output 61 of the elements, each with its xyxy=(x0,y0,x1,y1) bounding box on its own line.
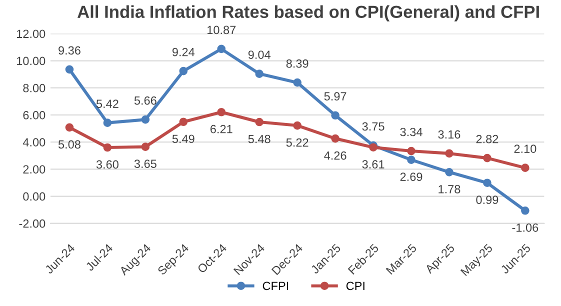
data-label: 2.82 xyxy=(476,134,498,144)
point xyxy=(217,44,226,54)
point xyxy=(141,115,150,124)
point xyxy=(217,108,226,116)
point xyxy=(445,149,454,158)
data-label: 8.39 xyxy=(286,59,308,68)
point xyxy=(331,134,340,143)
data-label: 2.69 xyxy=(400,172,422,181)
point xyxy=(521,164,530,172)
chart-title: All India Inflation Rates based on CPI(General) and CFPI xyxy=(77,5,539,22)
data-label: 4.26 xyxy=(324,151,346,160)
point xyxy=(103,118,112,127)
y-tick-label: 0.00 xyxy=(23,192,46,201)
legend-label: CFPI xyxy=(262,282,288,290)
data-label: 9.24 xyxy=(172,48,195,56)
y-tick-label: 6.00 xyxy=(23,111,46,120)
data-label: 5.08 xyxy=(58,140,80,149)
point xyxy=(331,111,340,120)
data-label: 9.36 xyxy=(58,46,80,55)
y-tick-label: 8.00 xyxy=(23,84,46,92)
point xyxy=(483,154,492,162)
data-label: 2.10 xyxy=(514,144,536,153)
point xyxy=(445,168,454,176)
data-label: 5.49 xyxy=(172,134,194,144)
point xyxy=(103,143,112,152)
y-tick-label: 12.00 xyxy=(16,30,46,38)
point xyxy=(65,65,74,74)
data-label: 9.04 xyxy=(248,50,270,59)
data-label: -1.06 xyxy=(512,223,538,232)
data-label: 5.48 xyxy=(248,134,270,144)
data-label: 10.87 xyxy=(208,26,236,34)
y-tick-label: 2.00 xyxy=(23,165,46,174)
point xyxy=(293,121,302,130)
data-label: 5.42 xyxy=(96,100,118,108)
y-tick-label: -2.00 xyxy=(19,219,46,228)
legend-label: CPI xyxy=(346,282,364,290)
y-tick-label: 10.00 xyxy=(16,56,46,66)
point xyxy=(521,206,530,215)
point xyxy=(407,146,416,156)
data-label: 3.65 xyxy=(134,160,156,168)
point xyxy=(255,118,264,126)
data-label: 3.16 xyxy=(438,130,460,139)
data-label: 3.34 xyxy=(400,128,422,136)
data-label: 3.61 xyxy=(362,160,384,169)
data-label: 1.78 xyxy=(438,184,460,194)
point xyxy=(407,156,416,164)
y-tick-label: 4.00 xyxy=(22,138,46,146)
point xyxy=(179,118,188,126)
data-label: 5.22 xyxy=(286,138,308,147)
data-label: 5.66 xyxy=(134,96,156,105)
data-label: 5.97 xyxy=(324,92,346,101)
point xyxy=(483,178,492,188)
data-label: 6.21 xyxy=(210,124,232,134)
point xyxy=(65,123,74,132)
point xyxy=(255,70,264,78)
data-label: 3.60 xyxy=(96,160,118,169)
data-label: 0.99 xyxy=(476,196,498,204)
point xyxy=(293,78,302,87)
point xyxy=(179,66,188,76)
point xyxy=(141,142,150,151)
data-label: 3.75 xyxy=(362,122,384,131)
